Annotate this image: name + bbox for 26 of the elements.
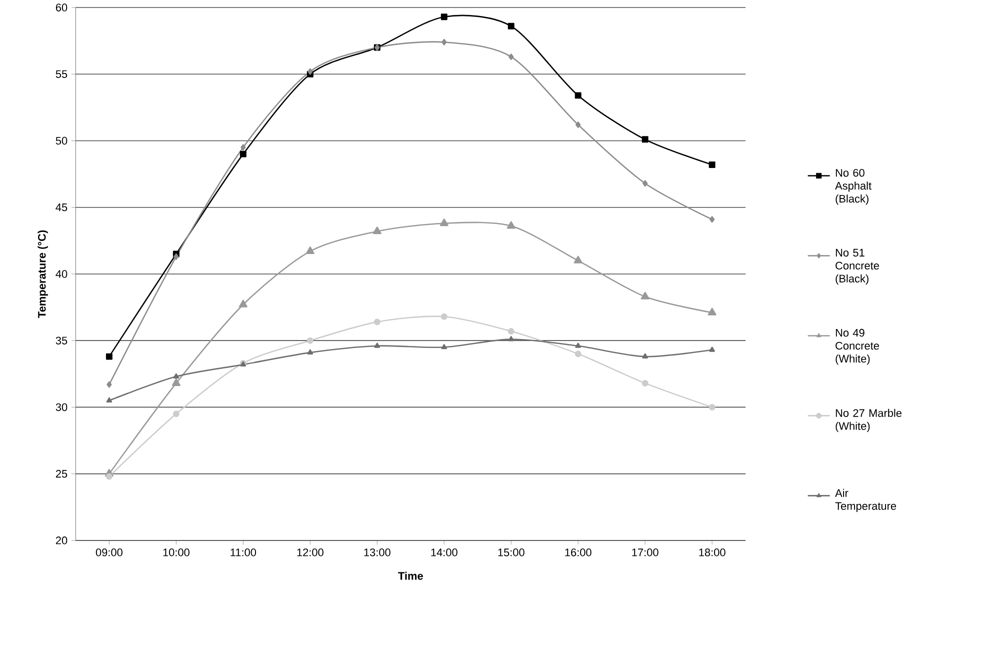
y-tick-label: 60	[56, 4, 68, 12]
x-tick-label: 10:00	[163, 548, 190, 556]
y-tick-label: 20	[56, 536, 68, 544]
legend-label: No 60 Asphalt (Black)	[835, 169, 872, 205]
x-tick-label: 15:00	[498, 548, 524, 556]
y-axis-title: Temperature (°C)	[38, 230, 48, 318]
y-tick-label: 55	[56, 70, 68, 78]
legend-label: No 51 Concrete (Black)	[836, 249, 879, 285]
x-tick-label: 09:00	[96, 548, 122, 556]
y-tick-label: 50	[56, 137, 68, 145]
x-axis-title: Time	[398, 572, 423, 580]
legend-label: No 49 Concrete (White)	[836, 329, 879, 365]
legend-label: Air Temperature	[835, 489, 896, 512]
x-tick-label: 11:00	[230, 548, 256, 556]
x-tick-label: 17:00	[632, 548, 658, 556]
x-tick-label: 18:00	[699, 548, 726, 556]
y-tick-label: 25	[56, 470, 68, 478]
legend-label: No 27 Marble (White)	[836, 409, 902, 432]
y-tick-label: 45	[56, 204, 68, 212]
y-tick-label: 40	[56, 270, 68, 278]
x-tick-label: 14:00	[431, 548, 458, 556]
x-tick-label: 13:00	[364, 548, 390, 556]
x-tick-label: 12:00	[297, 548, 324, 556]
x-tick-label: 16:00	[565, 548, 592, 556]
y-tick-label: 30	[56, 403, 68, 412]
y-tick-label: 35	[56, 336, 68, 345]
